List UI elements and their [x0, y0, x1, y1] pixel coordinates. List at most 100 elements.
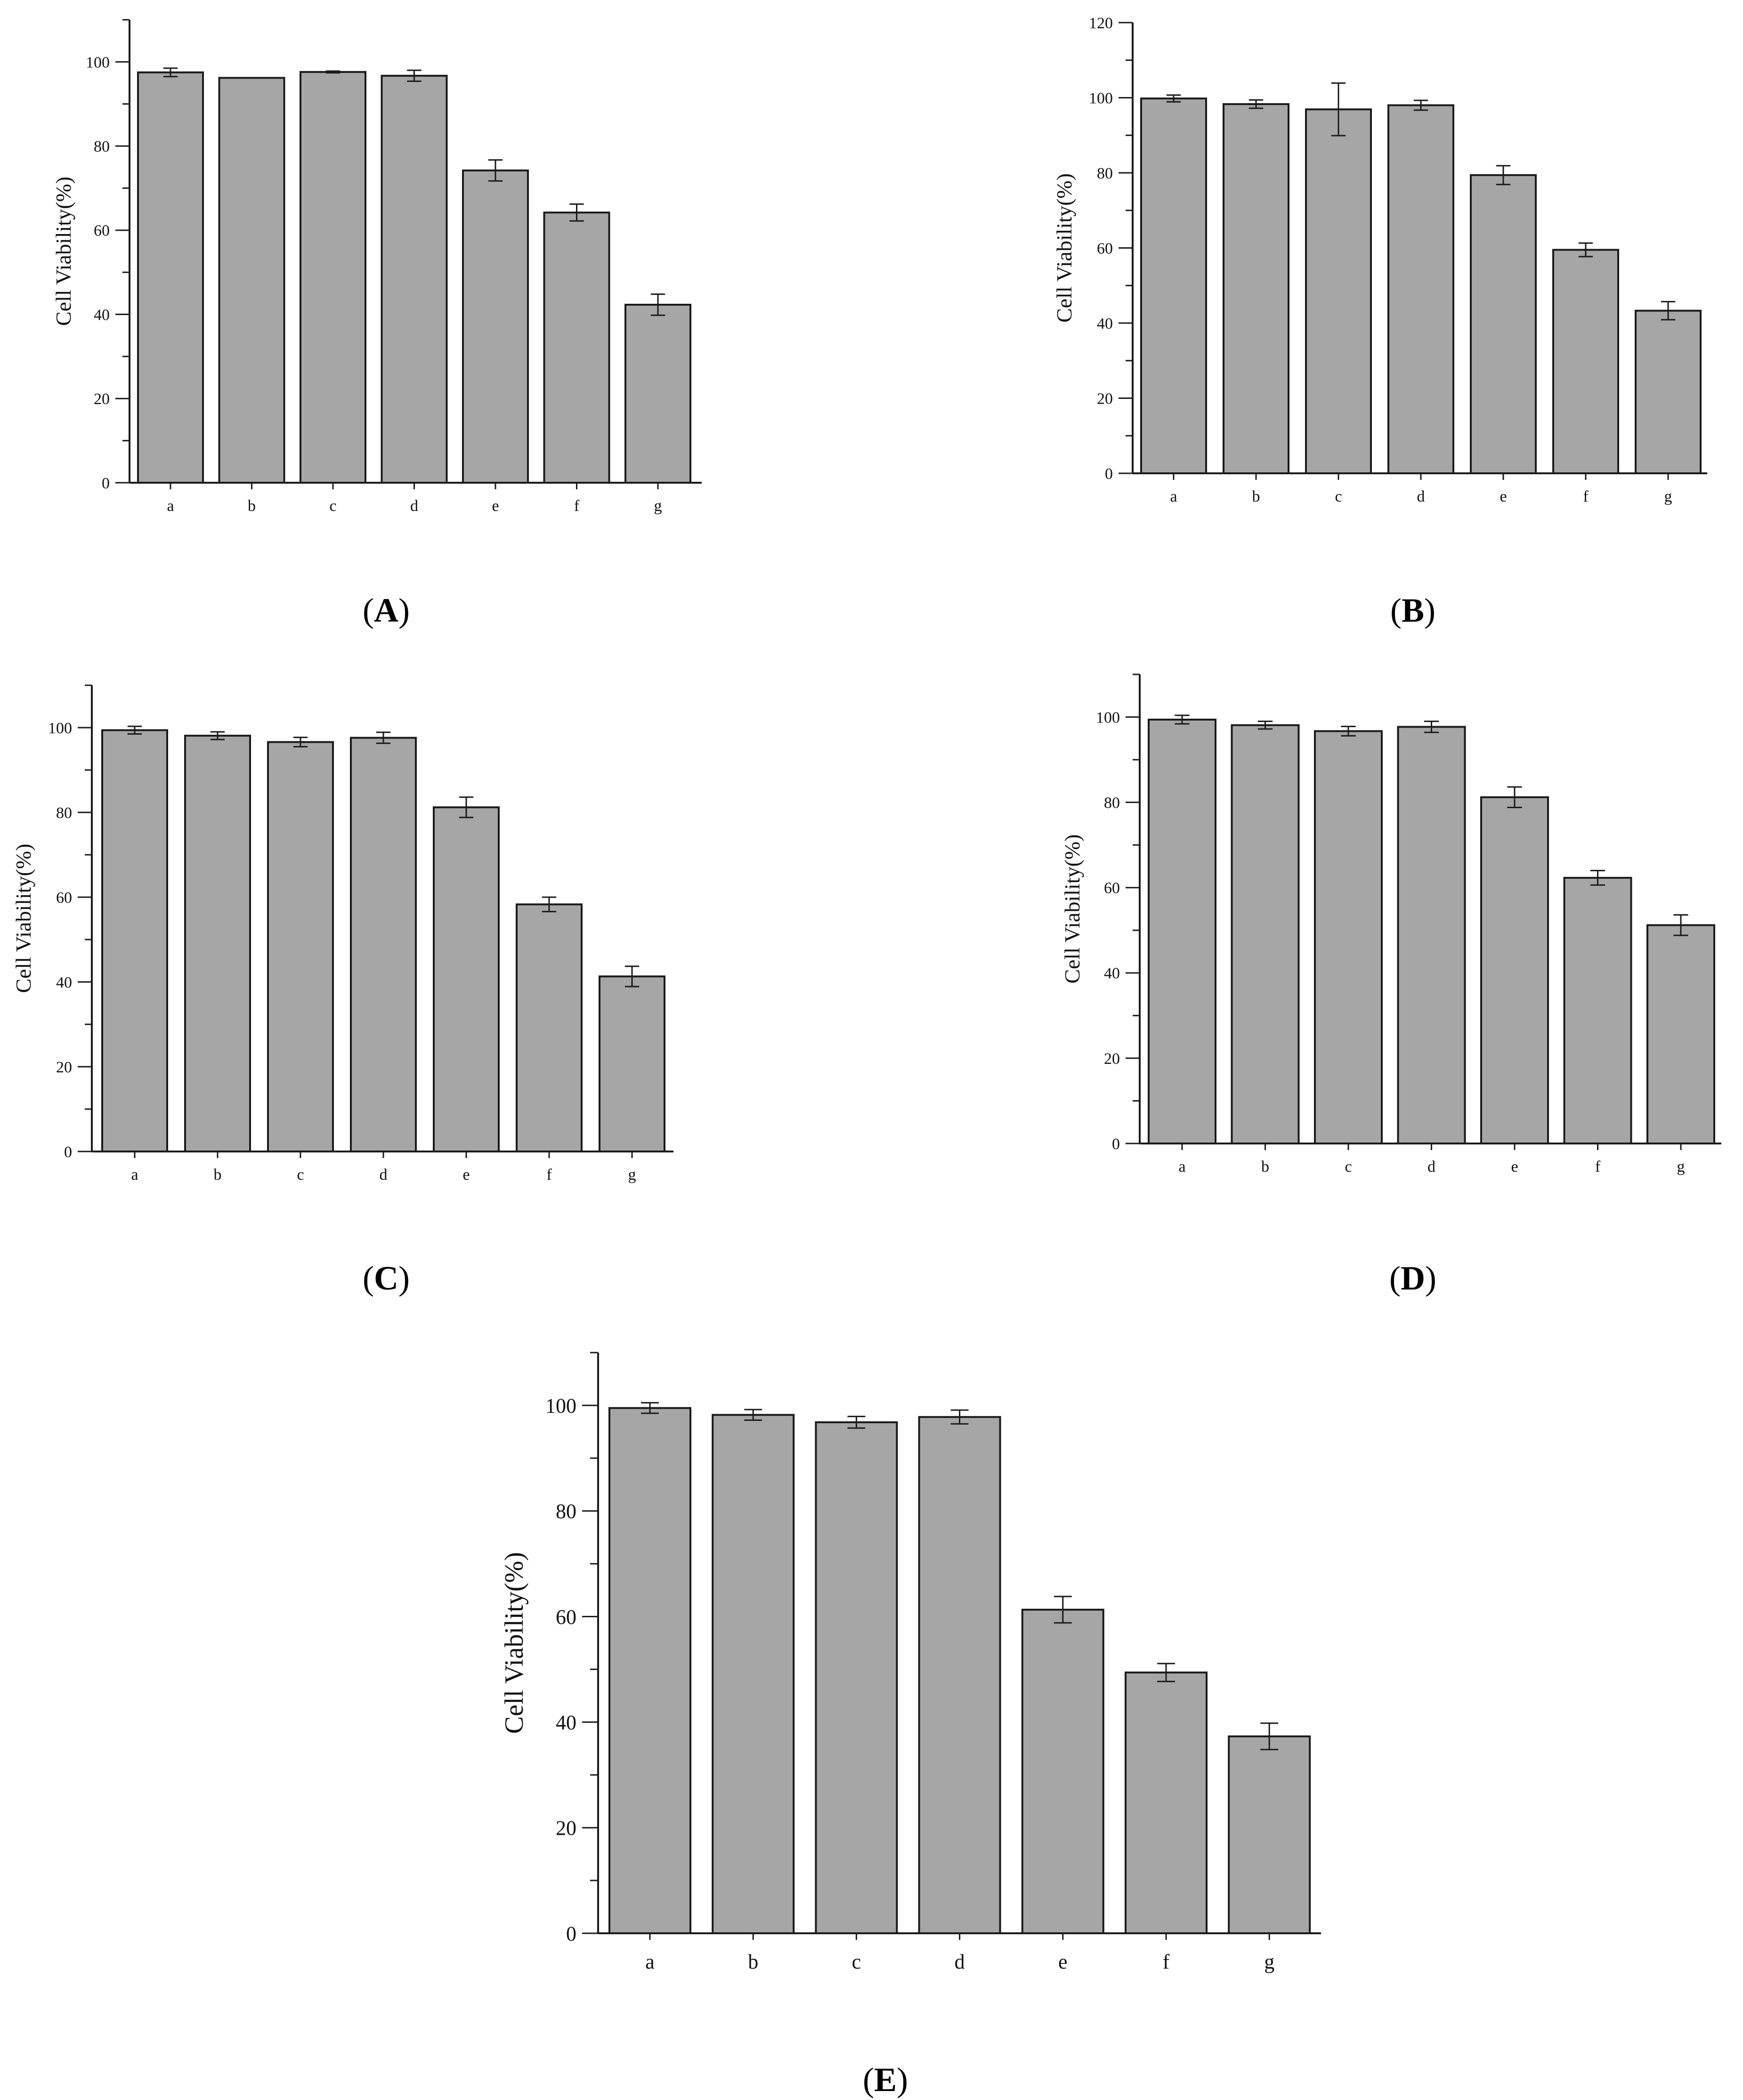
error-bar-g: [1673, 914, 1688, 936]
error-bar-d: [407, 69, 422, 82]
error-bar-c: [293, 737, 308, 747]
x-tick-label-b: b: [1252, 488, 1260, 505]
y-tick-label: 0: [64, 1143, 72, 1161]
y-tick-label: 100: [545, 1394, 576, 1417]
x-tick-label-e: e: [1058, 1950, 1068, 1973]
bar-f: [543, 211, 610, 484]
y-tick-label: 20: [56, 1059, 72, 1076]
bar-b: [1223, 103, 1289, 474]
error-bar-f: [542, 896, 557, 913]
chart-panel-a: a b c d e f g 0 20 40 60 80 100 Cell Viability(%) (A): [51, 19, 702, 629]
error-bar-f: [1578, 242, 1593, 258]
y-tick-label: 20: [1104, 1050, 1120, 1068]
x-tick-label-e: e: [492, 497, 499, 515]
y-tick-label: 100: [48, 720, 72, 737]
bar-a: [608, 1407, 691, 1935]
error-bar-c: [1331, 82, 1346, 137]
x-tick-label-b: b: [1261, 1158, 1269, 1176]
x-tick-label-g: g: [628, 1166, 636, 1184]
x-tick-label-e: e: [1511, 1158, 1518, 1176]
x-tick-label-e: e: [462, 1166, 470, 1184]
x-tick-label-g: g: [1264, 1950, 1274, 1973]
bar-f: [1563, 876, 1632, 1145]
error-bar-b: [210, 731, 225, 740]
y-tick-label: 60: [94, 222, 110, 240]
y-tick-label: 0: [1112, 1135, 1120, 1153]
bar-e: [462, 169, 529, 484]
y-tick-label: 40: [1104, 965, 1120, 982]
bar-d: [350, 737, 417, 1152]
y-tick-label: 40: [556, 1711, 576, 1734]
bar-f: [516, 903, 583, 1153]
bar-c: [300, 71, 366, 484]
y-tick-label: 0: [102, 475, 110, 492]
y-tick-label: 80: [556, 1500, 576, 1523]
error-bar-c: [847, 1416, 866, 1429]
bar-d: [918, 1416, 1001, 1935]
x-tick-label-e: e: [1500, 488, 1507, 505]
error-bar-f: [1590, 870, 1605, 886]
bar-e: [433, 806, 500, 1152]
x-tick-label-f: f: [574, 497, 580, 515]
error-bar-g: [1661, 301, 1676, 321]
x-tick-label-a: a: [1178, 1158, 1185, 1176]
x-tick-label-f: f: [546, 1166, 552, 1184]
y-axis-title: Cell Viability(%): [1060, 834, 1084, 983]
x-tick-label-c: c: [1335, 488, 1342, 505]
error-bar-a: [127, 725, 142, 735]
bar-d: [1397, 726, 1466, 1144]
error-bar-c: [325, 70, 340, 74]
error-bar-g: [650, 293, 665, 316]
bar-e: [1470, 174, 1537, 475]
y-tick-label: 100: [1096, 709, 1120, 726]
x-tick-label-a: a: [167, 497, 174, 515]
error-bar-f: [1157, 1662, 1175, 1682]
bar-c: [1314, 730, 1383, 1144]
bar-b: [184, 735, 251, 1152]
x-tick-label-d: d: [410, 497, 418, 515]
error-bar-a: [1175, 714, 1190, 725]
error-bar-b: [744, 1409, 762, 1421]
bar-c: [267, 741, 334, 1152]
bar-a: [137, 71, 204, 484]
chart-panel-b: a b c d e f g 0 20 40 60 80 100 120 Cell Viability(%) (…: [1052, 15, 1707, 629]
bar-f: [1125, 1671, 1208, 1935]
error-bar-d: [1424, 721, 1439, 733]
bar-a: [1140, 97, 1207, 475]
x-tick-label-b: b: [748, 1950, 758, 1973]
error-bar-e: [459, 796, 474, 819]
error-bar-e: [1496, 165, 1511, 186]
x-tick-label-g: g: [1664, 488, 1672, 505]
y-tick-label: 120: [1089, 15, 1113, 32]
chart-panel-d: a b c d e f g 0 20 40 60 80 100 Cell Viability(%) (D): [1060, 673, 1721, 1297]
panel-label-c: (C): [363, 1259, 410, 1297]
error-bar-d: [950, 1409, 969, 1425]
bar-c: [815, 1421, 898, 1934]
y-tick-label: 100: [86, 54, 110, 71]
x-tick-label-f: f: [1595, 1158, 1601, 1176]
y-axis-title: Cell Viability(%): [500, 1552, 529, 1734]
x-tick-label-a: a: [645, 1950, 655, 1973]
panel-label-d: (D): [1389, 1259, 1436, 1297]
x-tick-label-a: a: [1170, 488, 1177, 505]
error-bar-g: [1260, 1722, 1279, 1751]
y-tick-label: 60: [556, 1605, 576, 1629]
x-tick-label-b: b: [248, 497, 256, 515]
y-tick-label: 80: [1104, 795, 1120, 812]
bar-b: [218, 77, 285, 484]
bar-e: [1021, 1608, 1104, 1935]
x-tick-label-g: g: [654, 497, 662, 515]
chart-panel-c: a b c d e f g 0 20 40 60 80 100 Cell Viability(%) (C): [11, 684, 673, 1297]
error-bar-e: [488, 159, 503, 182]
error-bar-d: [376, 731, 391, 744]
bar-d: [381, 74, 448, 484]
x-tick-label-g: g: [1677, 1158, 1685, 1176]
y-tick-label: 80: [94, 138, 110, 155]
x-tick-label-d: d: [380, 1166, 388, 1184]
y-axis-title: Cell Viability(%): [51, 177, 75, 326]
y-tick-label: 20: [556, 1816, 576, 1840]
y-tick-label: 20: [94, 390, 110, 408]
x-tick-label-c: c: [329, 497, 336, 515]
error-bar-e: [1507, 786, 1522, 809]
panel-label-e: (E): [863, 2061, 908, 2099]
